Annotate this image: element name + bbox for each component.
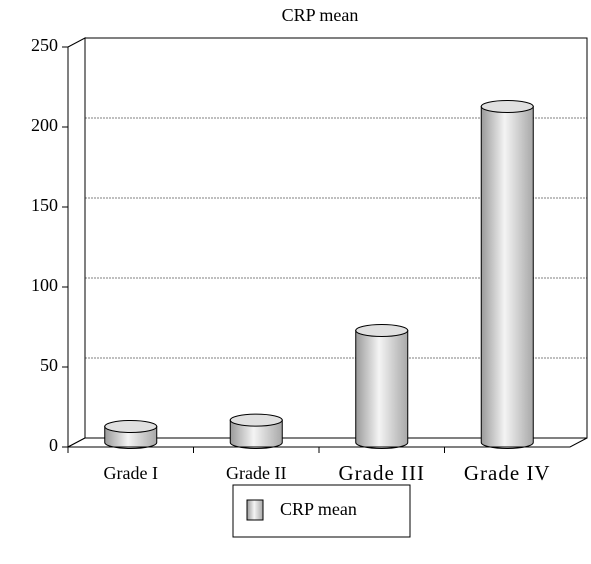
y-tick-label: 150 — [31, 195, 58, 215]
chart-title: CRP mean — [282, 5, 359, 25]
legend-label: CRP mean — [280, 499, 357, 519]
x-tick-label: Grade III — [338, 461, 425, 485]
side-wall — [67, 37, 86, 448]
y-tick-label: 100 — [31, 275, 58, 295]
cylinder-top — [104, 420, 158, 433]
y-tick-label: 0 — [49, 435, 58, 455]
cylinder-top — [229, 413, 283, 427]
legend-swatch — [246, 499, 264, 521]
x-tick-label: Grade IV — [464, 461, 551, 485]
x-tick-label: Grade I — [104, 463, 158, 483]
y-tick-label: 250 — [31, 35, 58, 55]
cylinder-top — [480, 100, 534, 113]
y-tick-label: 200 — [31, 115, 58, 135]
cylinder-body — [229, 419, 283, 449]
plot-area: 0 50 100 150 200 250 Grade I Grade II Grade III G… — [31, 35, 588, 485]
cylinder-body — [355, 330, 409, 449]
cylinder-top — [355, 324, 409, 337]
x-tick-label: Grade II — [226, 463, 286, 483]
y-tick-label: 50 — [40, 355, 58, 375]
cylinder-body — [480, 106, 534, 449]
